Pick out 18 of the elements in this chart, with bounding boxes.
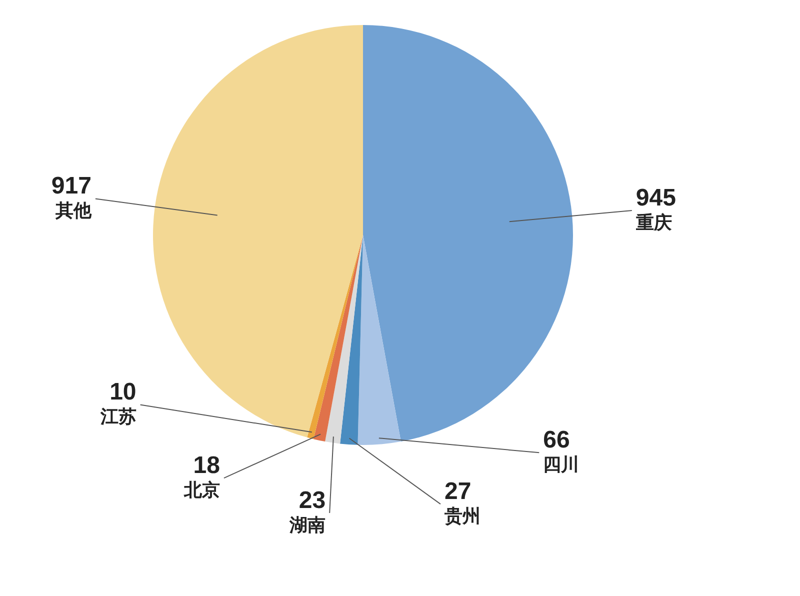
pie-slice (325, 235, 363, 444)
slice-label: 北京 (182, 480, 220, 500)
slice-label: 江苏 (99, 406, 136, 427)
data-label: 66 (543, 426, 570, 454)
slice-label: 湖南 (288, 515, 326, 535)
data-label: 18 (193, 452, 220, 480)
pie-slice (358, 235, 401, 445)
data-label: 23 (298, 487, 326, 514)
pie-slice (340, 235, 363, 445)
slice-label: 四川 (543, 454, 580, 475)
data-label: 27 (444, 478, 472, 506)
data-label: 945 (636, 184, 676, 212)
data-label: 10 (110, 378, 136, 406)
slice-label: 其他 (54, 200, 92, 221)
data-label: 917 (51, 172, 92, 200)
pie-slice (153, 25, 363, 438)
slice-label: 重庆 (634, 212, 672, 233)
slice-label: 贵州 (443, 506, 480, 526)
